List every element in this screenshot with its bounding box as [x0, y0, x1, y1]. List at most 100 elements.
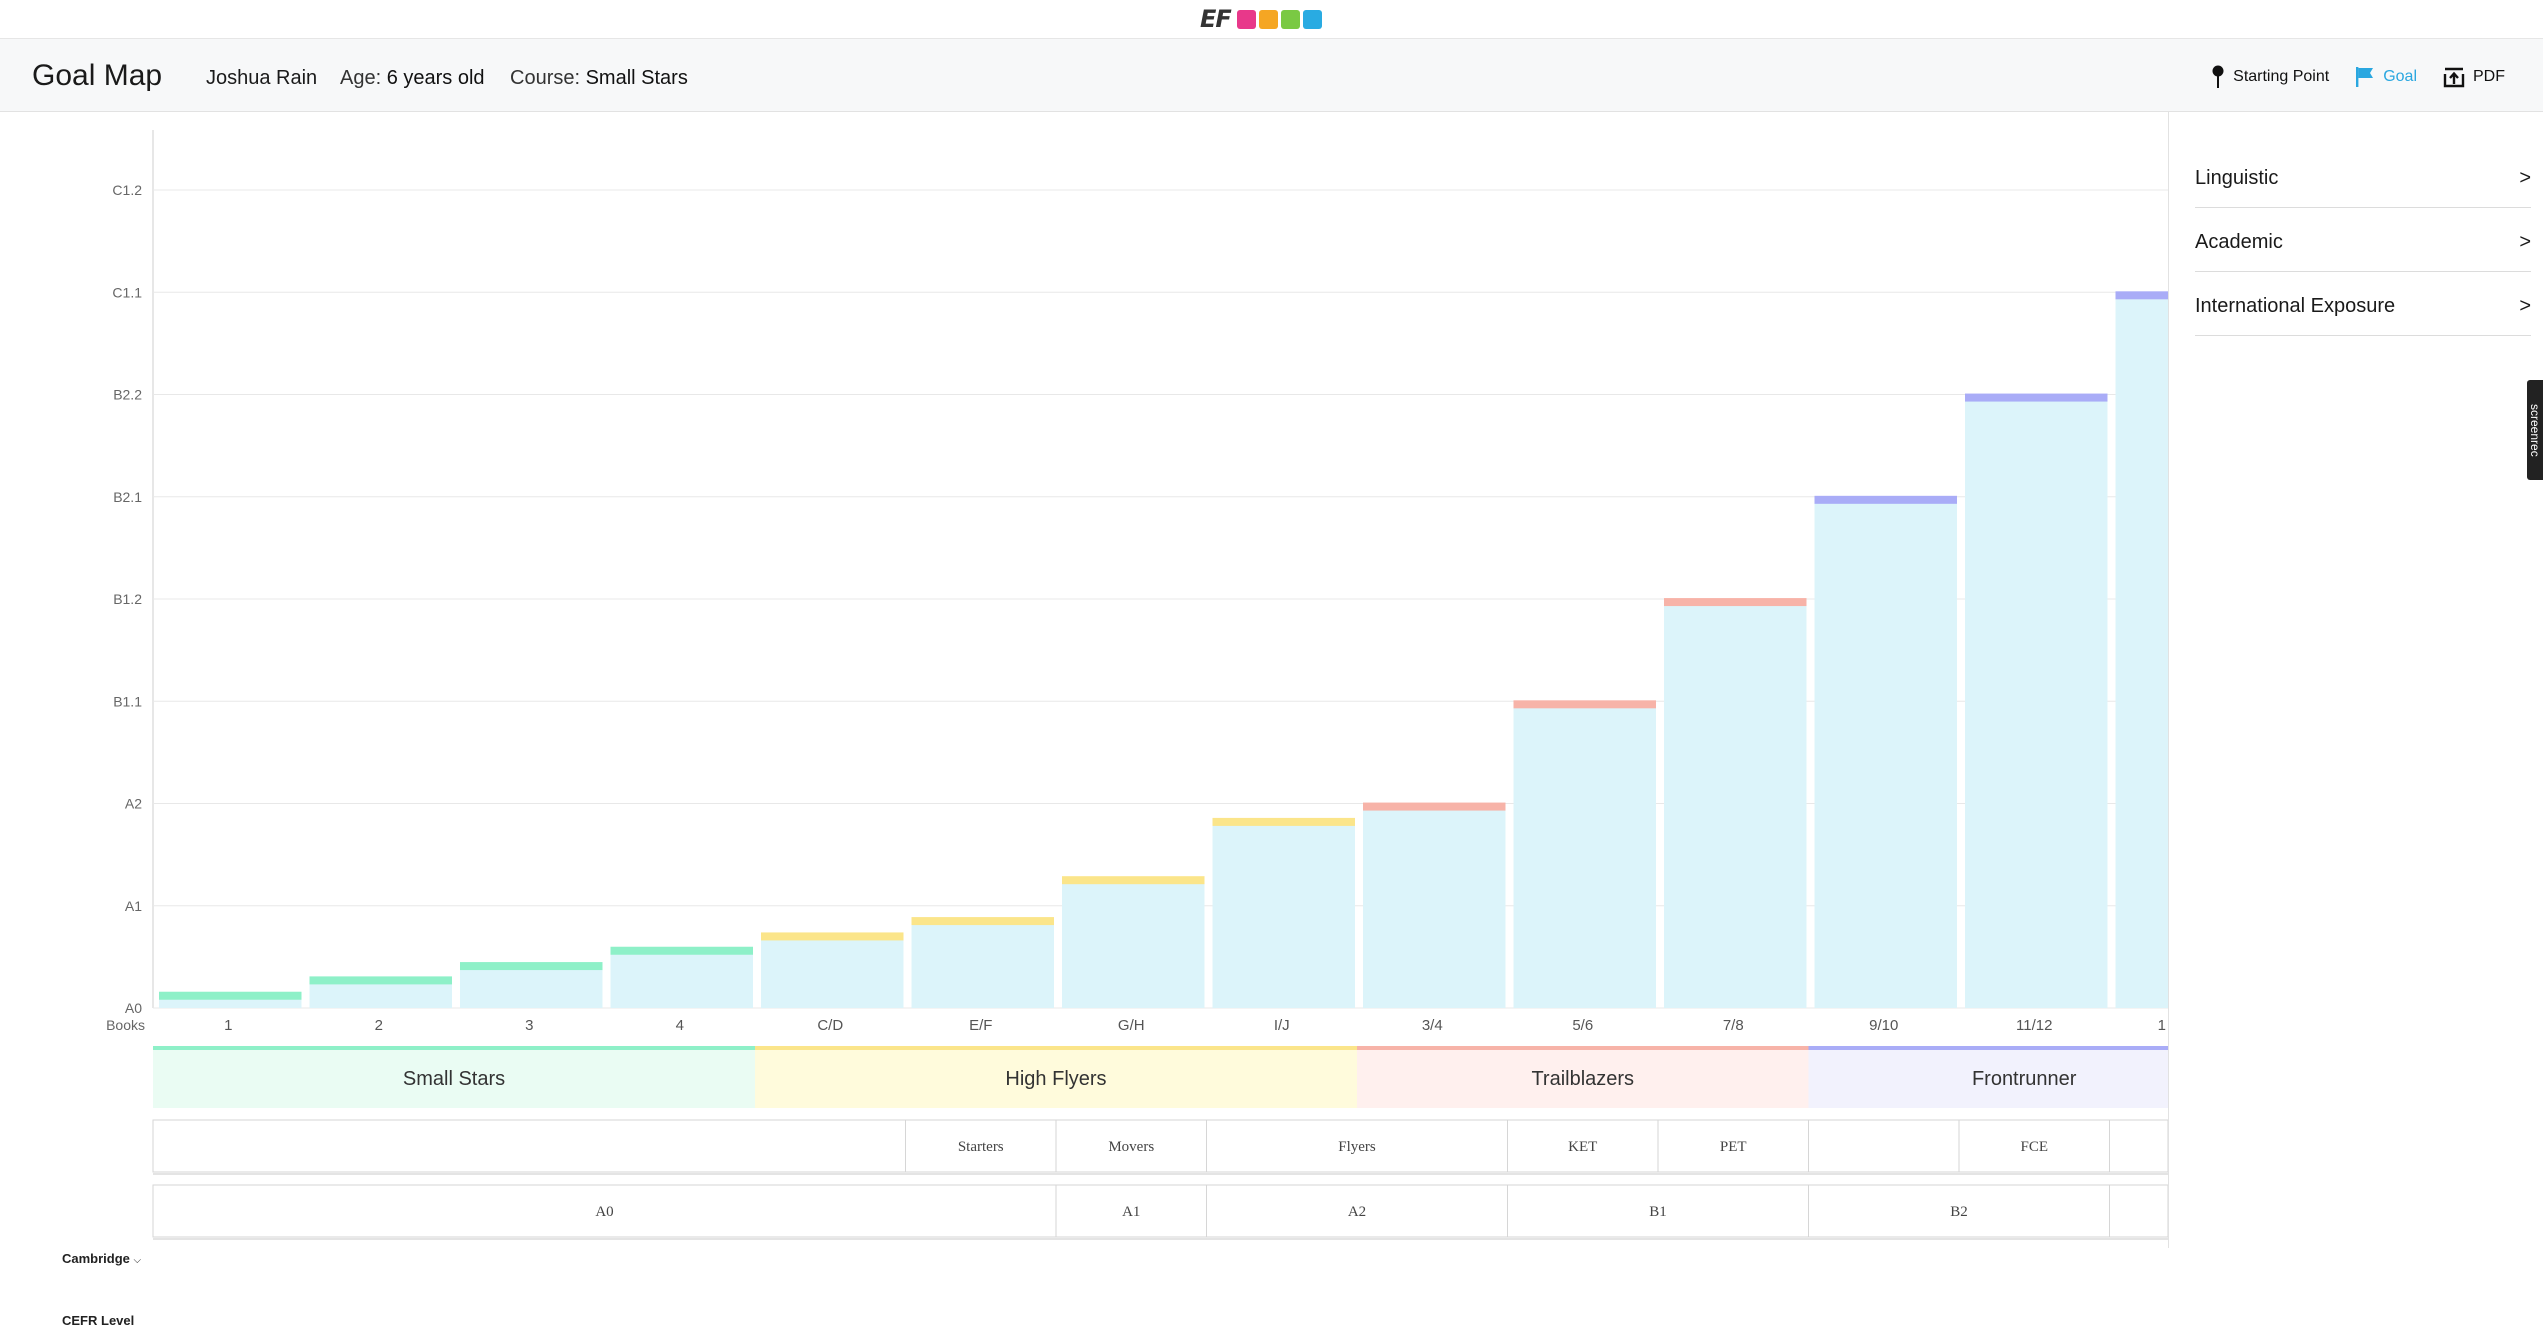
cambridge-cell [1808, 1119, 1960, 1173]
bar [911, 921, 1054, 1008]
goal-chart-area: A0 A1 A2 B1.1 B1.2 B2.1 B2.2 C1.1 C1.2 Books 1 2 3 4 C… [0, 112, 2168, 1328]
cambridge-cell [1657, 1119, 1809, 1173]
bar-goal-cap [1513, 700, 1656, 709]
x-tick-label: 4 [676, 1017, 684, 1034]
bar-goal-cap [2115, 291, 2168, 300]
y-tick-label: B1.2 [113, 591, 142, 607]
x-tick-label: 1 [2158, 1017, 2166, 1034]
age-value: 6 years old [386, 67, 485, 89]
course-band-line [1808, 1046, 2168, 1050]
y-tick-label: B2.2 [113, 387, 142, 403]
y-tick-label: B2.1 [113, 489, 142, 505]
course-band-line [153, 1046, 755, 1050]
bar-goal-cap [911, 917, 1054, 926]
starting-point-label: Starting Point [2233, 68, 2330, 85]
x-tick-label: 9/10 [1869, 1017, 1898, 1034]
bar-goal-cap [159, 991, 302, 1000]
cambridge-cell [905, 1119, 1057, 1173]
side-panel: Linguistic > Academic > International Ex… [2168, 112, 2543, 1248]
bar [460, 966, 603, 1008]
x-tick-label: 5/6 [1572, 1017, 1593, 1034]
page-title: Goal Map [32, 59, 163, 92]
chevron-right-icon: > [2519, 295, 2531, 317]
x-axis-label: Books [106, 1017, 145, 1033]
bar-goal-cap [761, 932, 904, 941]
x-tick-label: 2 [375, 1017, 383, 1034]
cefr-cell-label: B1 [1649, 1204, 1667, 1220]
cefr-cell-label: A1 [1122, 1204, 1140, 1220]
bar-goal-cap [1664, 598, 1807, 607]
bar-goal-cap [1062, 876, 1205, 885]
course-band [1808, 1046, 2168, 1108]
course-label: Course: [510, 67, 581, 89]
y-tick-label: C1.1 [112, 284, 142, 300]
side-item-international-exposure[interactable]: International Exposure > [2195, 274, 2531, 336]
bar [610, 950, 753, 1008]
goal-label: Goal [2383, 68, 2417, 85]
goal-chart: A0 A1 A2 B1.1 B1.2 B2.1 B2.2 C1.1 C1.2 Books 1 2 3 4 C… [106, 130, 2168, 1240]
top-bar: EF [0, 0, 2543, 39]
logo-square-orange [1258, 9, 1278, 29]
student-course: Course: Small Stars [510, 67, 688, 90]
cefr-cell-label: A2 [1348, 1204, 1366, 1220]
bar-goal-cap [1363, 802, 1506, 811]
bar [1062, 880, 1205, 1008]
cefr-cell-label: A0 [595, 1204, 613, 1220]
cambridge-dropdown[interactable]: Cambridge ⌵ [62, 1251, 141, 1266]
x-tick-label: G/H [1118, 1017, 1145, 1034]
ef-logo[interactable]: EF [1200, 5, 1322, 33]
y-tick-label: A1 [125, 898, 142, 914]
course-band [153, 1046, 755, 1108]
bar [1513, 704, 1656, 1008]
logo-square-blue [1302, 9, 1322, 29]
cefr-cell [1055, 1184, 1207, 1238]
logo-square-pink [1236, 9, 1256, 29]
bar [761, 936, 904, 1008]
cambridge-cell [1055, 1119, 1207, 1173]
bar-goal-cap [1814, 495, 1957, 504]
bar [309, 980, 452, 1008]
y-tick-label: B1.1 [113, 693, 142, 709]
chevron-right-icon: > [2519, 231, 2531, 253]
course-band-label: Trailblazers [1531, 1068, 1634, 1090]
x-tick-label: C/D [817, 1017, 843, 1034]
cambridge-cell [1507, 1119, 1659, 1173]
x-tick-label: E/F [969, 1017, 992, 1034]
side-item-academic[interactable]: Academic > [2195, 210, 2531, 272]
starting-point-button[interactable]: Starting Point [2211, 65, 2329, 89]
logo-square-green [1280, 9, 1300, 29]
cambridge-cell [1958, 1119, 2110, 1173]
y-tick-label: C1.2 [112, 182, 142, 198]
header-actions: Starting Point Goal PDF [2211, 65, 2505, 89]
side-item-linguistic[interactable]: Linguistic > [2195, 146, 2531, 208]
x-tick-label: 3/4 [1422, 1017, 1443, 1034]
x-tick-label: 11/12 [2016, 1017, 2052, 1034]
cambridge-cell-label: Movers [1108, 1139, 1154, 1155]
cambridge-cell-label: FCE [2020, 1139, 2048, 1155]
y-tick-label: A2 [125, 796, 142, 812]
bar [1965, 397, 2108, 1008]
pdf-button[interactable]: PDF [2443, 66, 2505, 88]
cambridge-cell-label: KET [1568, 1139, 1597, 1155]
course-band-label: Frontrunner [1972, 1068, 2077, 1090]
course-band [1357, 1046, 1809, 1108]
logo-text: EF [1200, 5, 1232, 33]
screenrec-tab[interactable]: screenrec [2527, 380, 2543, 480]
bar-goal-cap [610, 946, 753, 955]
student-age: Age: 6 years old [340, 67, 485, 90]
age-label: Age: [340, 67, 382, 89]
side-item-label: Linguistic [2195, 167, 2279, 189]
x-tick-label: 7/8 [1723, 1017, 1744, 1034]
x-tick-label: I/J [1274, 1017, 1290, 1034]
goal-button[interactable]: Goal [2355, 66, 2417, 88]
chevron-right-icon: > [2519, 167, 2531, 189]
pdf-label: PDF [2473, 68, 2505, 85]
flag-icon [2356, 67, 2374, 87]
chevron-down-icon: ⌵ [133, 1255, 142, 1266]
cefr-cell [1808, 1184, 2110, 1238]
cefr-cell [1507, 1184, 1809, 1238]
cambridge-cell [1206, 1119, 1508, 1173]
course-value: Small Stars [585, 67, 688, 89]
bar [1664, 602, 1807, 1008]
cefr-cell-label: B2 [1950, 1204, 1968, 1220]
